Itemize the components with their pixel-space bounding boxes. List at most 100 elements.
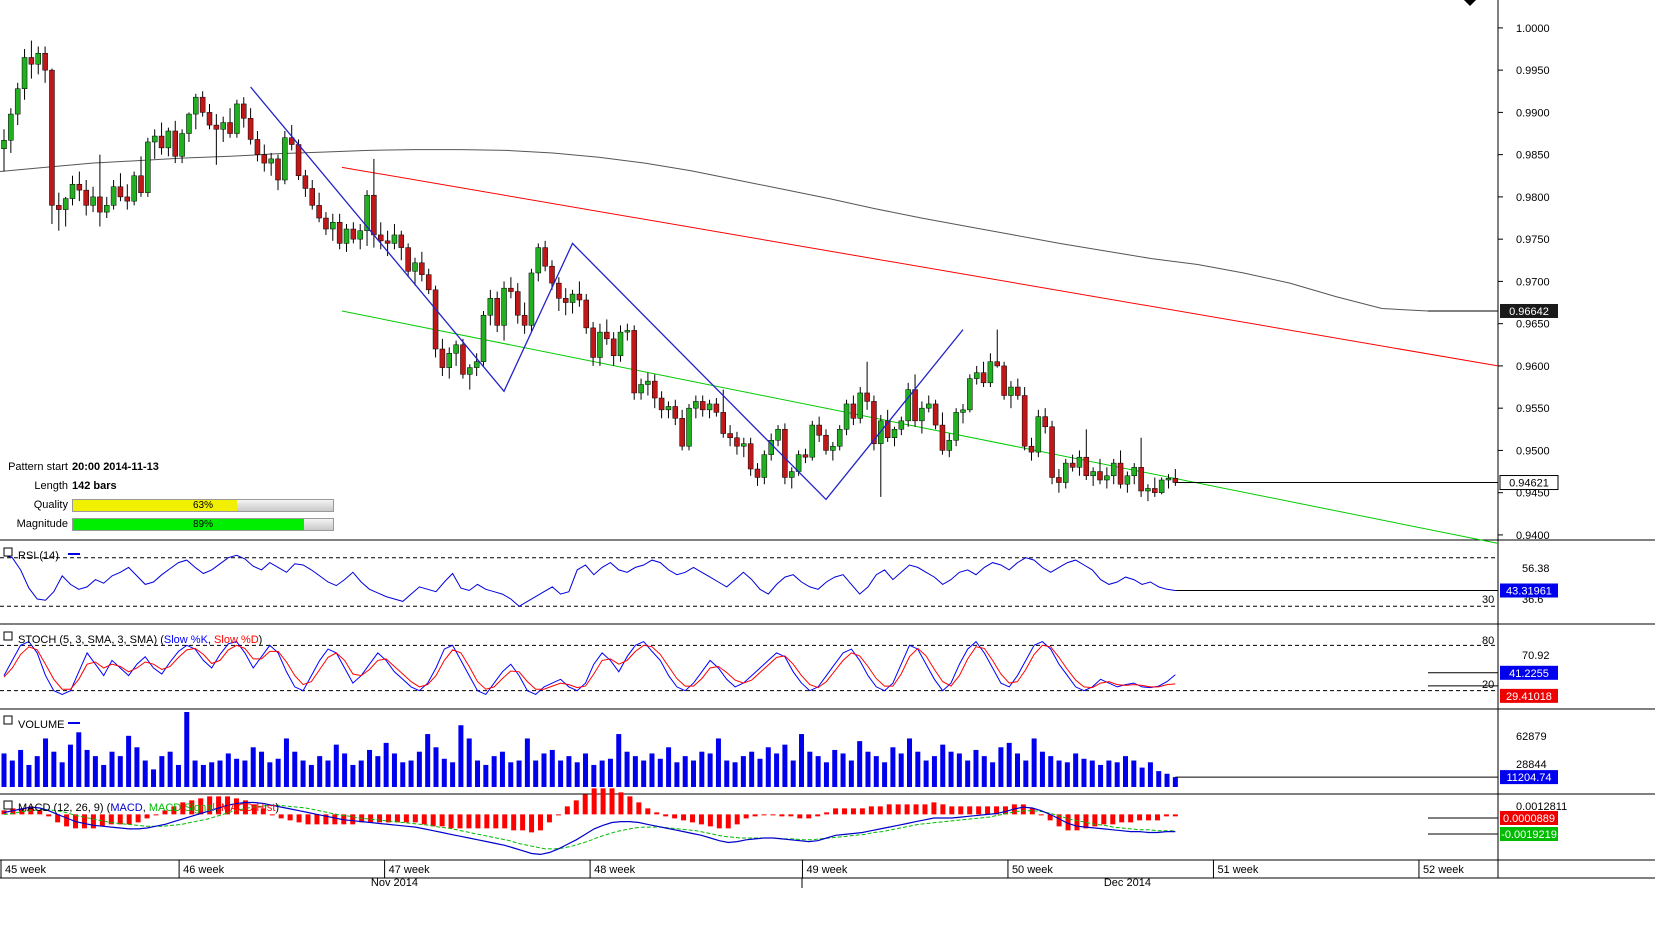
macd-hist-bar bbox=[797, 814, 803, 819]
macd-hist-bar bbox=[135, 814, 141, 823]
macd-hist-bar bbox=[153, 814, 159, 816]
candle-body bbox=[775, 429, 781, 441]
candle-body bbox=[1083, 456, 1090, 477]
macd-hist-bar bbox=[90, 814, 96, 829]
candle-body bbox=[1001, 365, 1007, 396]
volume-bar bbox=[67, 744, 73, 787]
macd-hist-bar bbox=[81, 814, 87, 829]
volume-bar bbox=[898, 753, 904, 787]
last-price-label: 0.94621 bbox=[1509, 478, 1549, 490]
month-label: Dec 2014 bbox=[1104, 877, 1151, 889]
candle-body bbox=[62, 198, 69, 210]
pattern-quality-row: Quality 63% bbox=[0, 496, 360, 514]
macd-hist-bar bbox=[1163, 814, 1169, 817]
volume-bar bbox=[774, 753, 780, 787]
volume-bar bbox=[591, 764, 597, 787]
volume-bar bbox=[101, 764, 107, 787]
stoch-k-value-label: 41.2255 bbox=[1509, 668, 1549, 680]
macd-hist-bar bbox=[770, 814, 776, 816]
macd-hist-bar bbox=[421, 814, 427, 825]
volume-bar bbox=[358, 760, 364, 787]
macd-hist-bar bbox=[895, 804, 901, 815]
pattern-length-row: Length 142 bars bbox=[0, 477, 360, 495]
candle-body bbox=[617, 331, 624, 357]
volume-bar bbox=[433, 747, 439, 787]
volume-bar bbox=[184, 712, 190, 787]
ma-value-label-bg bbox=[1500, 303, 1558, 318]
macd-hist-bar bbox=[618, 792, 624, 815]
macd-hist-bar bbox=[564, 806, 570, 815]
candle-body bbox=[42, 52, 48, 71]
volume-bar bbox=[848, 760, 854, 787]
volume-bar bbox=[641, 760, 647, 787]
volume-bar bbox=[649, 753, 655, 787]
volume-bar bbox=[400, 762, 406, 787]
candle-body bbox=[1138, 467, 1144, 492]
macd-hist-bar bbox=[520, 814, 526, 831]
candle-body bbox=[384, 240, 391, 244]
volume-bar bbox=[965, 760, 971, 787]
macd-hist-bar bbox=[1101, 814, 1107, 825]
price-tick-label: 0.9850 bbox=[1516, 150, 1550, 162]
macd-value-label-bg bbox=[1500, 827, 1558, 841]
macd-hist-bar bbox=[260, 808, 266, 815]
volume-bar bbox=[1064, 762, 1070, 787]
volume-bar bbox=[749, 751, 755, 787]
pattern-quality-label: Quality bbox=[33, 499, 68, 511]
macd-hist-bar bbox=[949, 806, 955, 815]
candle-body bbox=[809, 424, 816, 458]
macd-hist-bar bbox=[761, 814, 767, 816]
macd-hist-bar bbox=[546, 814, 552, 823]
candle-body bbox=[110, 186, 117, 206]
macd-hist-bar bbox=[1172, 814, 1178, 817]
stoch-legend-d: Slow %D bbox=[214, 634, 259, 646]
macd-hist-bar bbox=[931, 802, 937, 815]
candle-body bbox=[960, 409, 966, 413]
macd-hist-bar bbox=[779, 814, 785, 817]
candle-body bbox=[1063, 462, 1069, 483]
macd-hist-bar bbox=[600, 788, 606, 815]
volume-bar bbox=[732, 762, 738, 787]
volume-bar bbox=[425, 734, 431, 787]
price-tick-label: 0.9900 bbox=[1516, 107, 1550, 119]
candle-body bbox=[49, 69, 55, 206]
volume-bar bbox=[931, 756, 937, 787]
candle-body bbox=[419, 262, 425, 275]
volume-bar bbox=[840, 753, 846, 787]
candle-body bbox=[1015, 386, 1021, 396]
macd-hist-bar bbox=[511, 814, 517, 831]
volume-bar bbox=[715, 738, 721, 787]
candle-body bbox=[227, 122, 233, 134]
stoch-legend-k: Slow %K bbox=[164, 634, 209, 646]
dropdown-arrow-icon[interactable] bbox=[1464, 0, 1476, 6]
candle-body bbox=[1104, 475, 1110, 481]
volume-bar bbox=[524, 738, 530, 787]
price-tick-label: 0.9600 bbox=[1516, 361, 1550, 373]
volume-bar bbox=[466, 738, 472, 787]
candle-body bbox=[535, 247, 542, 274]
volume-bar bbox=[267, 762, 273, 787]
volume-bar bbox=[1, 753, 7, 787]
stoch-d-value-label-bg bbox=[1500, 688, 1558, 703]
candle-body bbox=[658, 397, 665, 411]
candle-body bbox=[97, 196, 103, 213]
price-tick-label: 0.9400 bbox=[1516, 530, 1550, 542]
volume-bar bbox=[342, 753, 348, 787]
volume-bar bbox=[1106, 760, 1112, 787]
candle-body bbox=[28, 57, 35, 65]
macd-hist-bar bbox=[591, 788, 597, 815]
macd-hist-bar bbox=[681, 814, 687, 821]
volume-bar bbox=[317, 756, 323, 787]
macd-hist-bar bbox=[117, 814, 123, 825]
macd-hist-bar bbox=[582, 794, 588, 815]
macd-hist-bar bbox=[1110, 814, 1116, 825]
pattern-start-row: Pattern start 20:00 2014-11-13 bbox=[0, 458, 360, 476]
volume-bar bbox=[1006, 742, 1012, 787]
macd-hist-bar bbox=[904, 804, 910, 815]
volume-bar bbox=[790, 760, 796, 787]
volume-bar bbox=[109, 751, 115, 787]
last-price-label-border bbox=[1499, 475, 1559, 491]
candle-body bbox=[261, 154, 268, 164]
